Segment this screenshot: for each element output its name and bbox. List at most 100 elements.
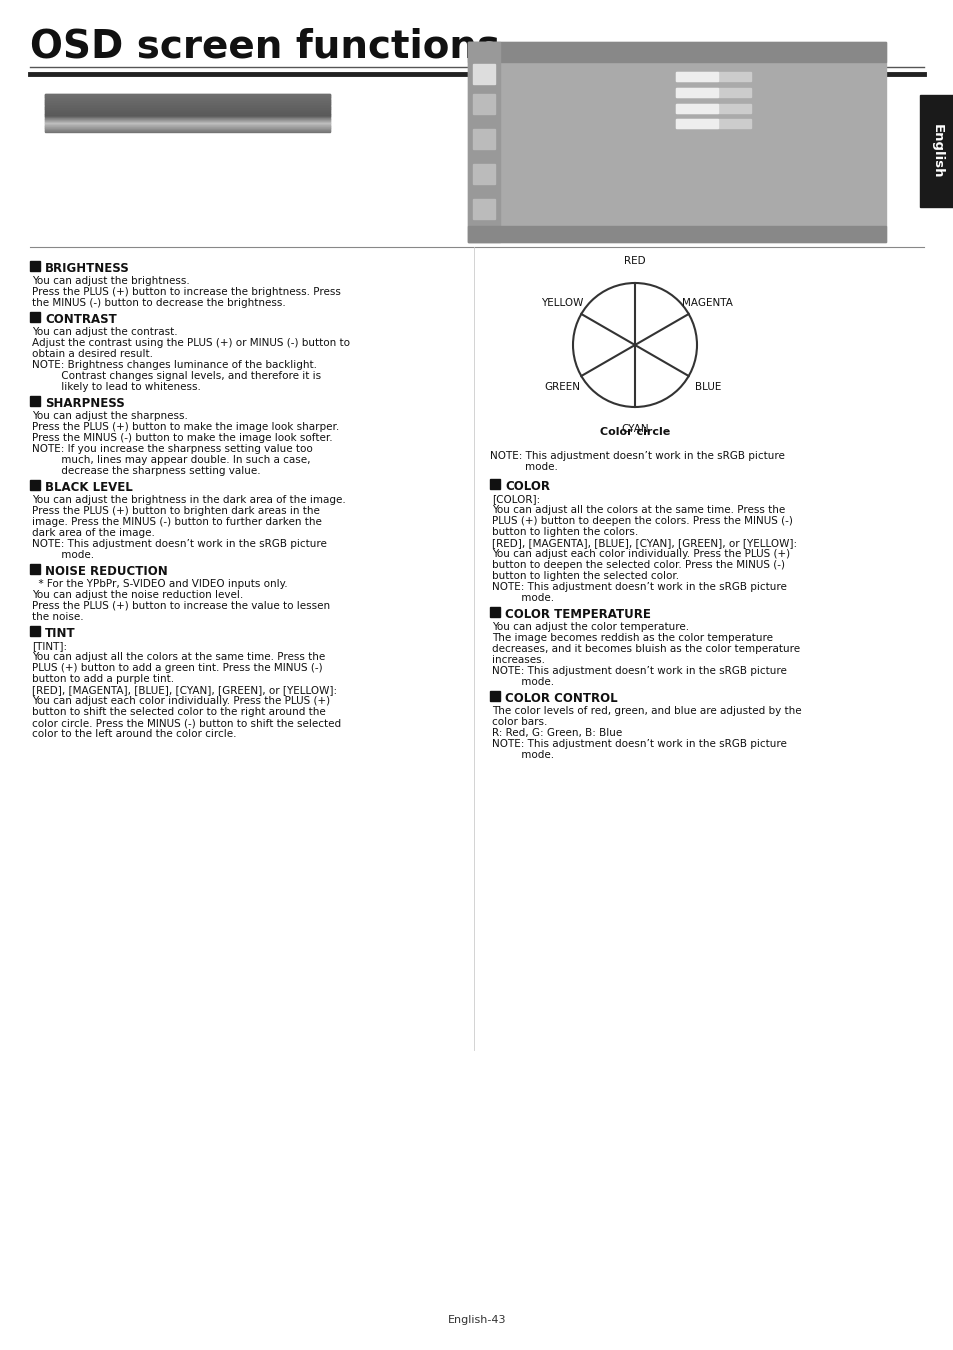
Text: Adjust the contrast using the PLUS (+) or MINUS (-) button to: Adjust the contrast using the PLUS (+) o… [32, 338, 350, 348]
Text: NOTE: This adjustment doesn’t work in the sRGB picture: NOTE: This adjustment doesn’t work in th… [490, 451, 784, 460]
Text: ◄: ◄ [667, 184, 673, 189]
Text: PLUS (+) button to deepen the colors. Press the MINUS (-): PLUS (+) button to deepen the colors. Pr… [492, 516, 792, 526]
Bar [468, 42, 499, 242]
Bar [473, 198, 495, 219]
Text: COLOR CONTROL: COLOR CONTROL [505, 201, 565, 211]
Text: The color levels of red, green, and blue are adjusted by the: The color levels of red, green, and blue… [492, 706, 801, 716]
Text: SHARPNESS: SHARPNESS [505, 107, 547, 116]
Text: likely to lead to whiteness.: likely to lead to whiteness. [32, 382, 201, 391]
Text: decreases, and it becomes bluish as the color temperature: decreases, and it becomes bluish as the … [492, 644, 800, 653]
Text: much, lines may appear double. In such a case,: much, lines may appear double. In such a… [32, 455, 310, 464]
Text: ◄: ◄ [667, 104, 673, 111]
Bar [30, 481, 40, 490]
Text: 6500K: 6500K [685, 185, 708, 194]
Text: mode.: mode. [492, 676, 554, 687]
Text: ►: ► [753, 73, 759, 80]
Text: [RED], [MAGENTA], [BLUE], [CYAN], [GREEN], or [YELLOW]:: [RED], [MAGENTA], [BLUE], [CYAN], [GREEN… [32, 684, 336, 695]
Text: increases.: increases. [492, 655, 544, 666]
Text: NOISE REDUCTION: NOISE REDUCTION [45, 566, 168, 578]
Text: TINT: TINT [45, 626, 75, 640]
Text: 50: 50 [763, 76, 773, 84]
Text: You can adjust all the colors at the same time. Press the: You can adjust all the colors at the sam… [492, 505, 784, 514]
Bar [676, 88, 750, 97]
Text: You can adjust the color temperature.: You can adjust the color temperature. [492, 622, 688, 632]
Text: You can adjust the noise reduction level.: You can adjust the noise reduction level… [32, 590, 243, 599]
Text: ►: ► [753, 104, 759, 111]
Bar [676, 119, 750, 128]
Bar [490, 479, 499, 489]
Text: NOTE: This adjustment doesn’t work in the sRGB picture: NOTE: This adjustment doesn’t work in th… [492, 738, 786, 749]
Text: NOISE REDUCTION: NOISE REDUCTION [505, 138, 575, 147]
Text: button to deepen the selected color. Press the MINUS (-): button to deepen the selected color. Pre… [492, 560, 784, 570]
Text: BLACK LEVEL: BLACK LEVEL [45, 481, 132, 494]
Bar [468, 42, 885, 242]
Text: Press the PLUS (+) button to brighten dark areas in the: Press the PLUS (+) button to brighten da… [32, 506, 319, 516]
Text: ►: ► [670, 167, 676, 174]
Text: mode.: mode. [492, 751, 554, 760]
Text: color circle. Press the MINUS (-) button to shift the selected: color circle. Press the MINUS (-) button… [32, 718, 341, 728]
Text: NATIVE: NATIVE [685, 217, 713, 227]
Bar [468, 225, 885, 242]
Text: NOTE: This adjustment doesn’t work in the sRGB picture: NOTE: This adjustment doesn’t work in th… [492, 582, 786, 593]
Text: NOTE: This adjustment doesn’t work in the sRGB picture: NOTE: This adjustment doesn’t work in th… [32, 539, 327, 549]
Text: You can adjust each color individually. Press the PLUS (+): You can adjust each color individually. … [492, 549, 789, 559]
Text: dark area of the image.: dark area of the image. [32, 528, 154, 539]
Text: You can adjust all the colors at the same time. Press the: You can adjust all the colors at the sam… [32, 652, 325, 662]
Bar [490, 691, 499, 701]
Text: TINT: TINT [505, 154, 524, 163]
Text: NOTE: If you increase the sharpness setting value too: NOTE: If you increase the sharpness sett… [32, 444, 313, 454]
Text: image. Press the MINUS (-) button to further darken the: image. Press the MINUS (-) button to fur… [32, 517, 321, 526]
Text: button to lighten the colors.: button to lighten the colors. [492, 526, 638, 537]
Text: obtain a desired result.: obtain a desired result. [32, 350, 152, 359]
Text: You can adjust the brightness in the dark area of the image.: You can adjust the brightness in the dar… [32, 495, 345, 505]
Text: button to add a purple tint.: button to add a purple tint. [32, 674, 174, 684]
Bar [676, 104, 718, 112]
Text: ◄: ◄ [667, 215, 673, 221]
Text: You can adjust the contrast.: You can adjust the contrast. [32, 327, 177, 338]
Text: BLUE: BLUE [694, 382, 720, 391]
Text: [COLOR]:: [COLOR]: [492, 494, 539, 504]
Text: COLOR: COLOR [505, 170, 529, 178]
Text: OFF: OFF [685, 138, 700, 147]
Text: COLOR TEMPERATURE: COLOR TEMPERATURE [505, 185, 584, 194]
Text: SHARPNESS: SHARPNESS [45, 397, 125, 410]
Text: PICTURE: PICTURE [145, 104, 231, 122]
Text: BRIGHTNESS: BRIGHTNESS [45, 262, 130, 275]
Text: Press the PLUS (+) button to increase the brightness. Press: Press the PLUS (+) button to increase th… [32, 288, 340, 297]
Text: You can adjust each color individually. Press the PLUS (+): You can adjust each color individually. … [32, 697, 330, 706]
Bar [30, 626, 40, 636]
Bar [919, 95, 953, 207]
Text: The image becomes reddish as the color temperature: The image becomes reddish as the color t… [492, 633, 772, 643]
Text: MAGENTA: MAGENTA [681, 298, 733, 308]
Bar [676, 104, 750, 112]
Text: R: Red, G: Green, B: Blue: R: Red, G: Green, B: Blue [492, 728, 621, 738]
Text: ◄: ◄ [667, 73, 673, 80]
Text: RED: RED [623, 256, 645, 266]
Text: English-43: English-43 [447, 1315, 506, 1324]
Bar [676, 72, 750, 81]
Text: 50: 50 [763, 107, 773, 116]
Text: mode.: mode. [524, 462, 558, 472]
Bar [473, 95, 495, 113]
Text: You can adjust the sharpness.: You can adjust the sharpness. [32, 410, 188, 421]
Text: ►: ► [670, 200, 676, 205]
Text: Press the PLUS (+) button to increase the value to lessen: Press the PLUS (+) button to increase th… [32, 601, 330, 612]
Text: COLOR: COLOR [504, 481, 550, 493]
Text: ◄: ◄ [667, 136, 673, 142]
Text: ►: ► [670, 153, 676, 158]
Bar [490, 608, 499, 617]
Text: ►: ► [753, 89, 759, 95]
Text: COLOR TEMPERATURE: COLOR TEMPERATURE [504, 608, 650, 621]
Text: 50: 50 [763, 123, 773, 131]
Text: NOTE: This adjustment doesn’t work in the sRGB picture: NOTE: This adjustment doesn’t work in th… [492, 666, 786, 676]
Text: button to lighten the selected color.: button to lighten the selected color. [492, 571, 679, 580]
Text: ►: ► [738, 215, 742, 221]
Bar [473, 163, 495, 184]
Text: color to the left around the color circle.: color to the left around the color circl… [32, 729, 236, 738]
Bar [468, 42, 885, 62]
Text: English: English [929, 124, 943, 178]
Text: decrease the sharpness setting value.: decrease the sharpness setting value. [32, 466, 260, 477]
Text: ►: ► [738, 184, 742, 189]
Text: PICTURE: PICTURE [517, 47, 553, 55]
Text: ►: ► [753, 120, 759, 127]
